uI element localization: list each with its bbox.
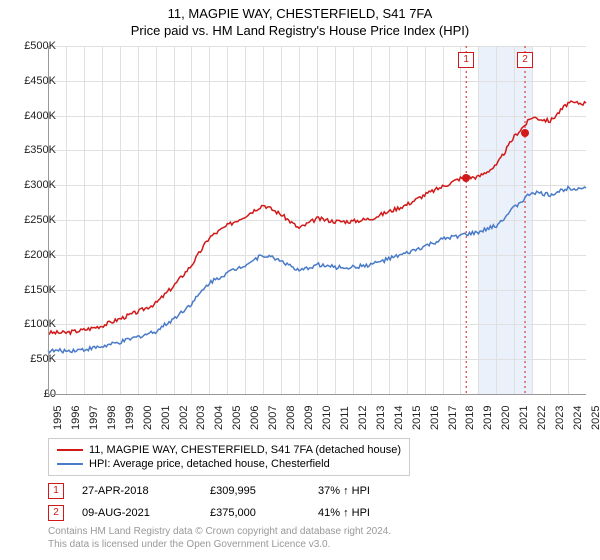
x-tick-label: 2021 — [518, 406, 530, 430]
sale-dot — [521, 129, 529, 137]
y-tick-label: £500K — [24, 40, 56, 52]
x-tick-label: 2013 — [375, 406, 387, 430]
sale-row: 2 09-AUG-2021 £375,000 41% ↑ HPI — [48, 502, 418, 524]
sale-row-marker: 1 — [48, 483, 64, 499]
x-tick-label: 1996 — [70, 406, 82, 430]
x-tick-label: 2003 — [195, 406, 207, 430]
x-tick-label: 2011 — [339, 406, 351, 430]
x-tick-label: 2005 — [231, 406, 243, 430]
footer-line2: This data is licensed under the Open Gov… — [48, 539, 391, 552]
x-tick-label: 2024 — [572, 406, 584, 430]
y-tick-label: £50K — [30, 353, 56, 365]
x-tick-label: 2015 — [411, 406, 423, 430]
y-axis-line — [48, 46, 49, 394]
x-tick-label: 2016 — [429, 406, 441, 430]
legend-swatch — [57, 463, 83, 465]
sale-marker-box: 2 — [517, 52, 533, 68]
x-tick-label: 2025 — [590, 406, 600, 430]
x-tick-label: 2000 — [142, 406, 154, 430]
x-tick-label: 2002 — [178, 406, 190, 430]
legend-item: HPI: Average price, detached house, Ches… — [57, 457, 401, 471]
x-tick-label: 2004 — [213, 406, 225, 430]
x-tick-label: 2023 — [554, 406, 566, 430]
sale-row-pct: 41% ↑ HPI — [318, 507, 418, 519]
x-tick-label: 2010 — [321, 406, 333, 430]
chart-title-line1: 11, MAGPIE WAY, CHESTERFIELD, S41 7FA — [0, 0, 600, 21]
x-tick-label: 1997 — [88, 406, 100, 430]
y-tick-label: £150K — [24, 284, 56, 296]
x-tick-label: 2007 — [267, 406, 279, 430]
sale-marker-box: 1 — [458, 52, 474, 68]
chart-legend: 11, MAGPIE WAY, CHESTERFIELD, S41 7FA (d… — [48, 438, 410, 476]
y-tick-label: £100K — [24, 318, 56, 330]
y-tick-label: £300K — [24, 179, 56, 191]
x-tick-label: 1999 — [124, 406, 136, 430]
chart-footer: Contains HM Land Registry data © Crown c… — [48, 526, 391, 551]
x-tick-label: 2008 — [285, 406, 297, 430]
x-tick-label: 2014 — [393, 406, 405, 430]
x-tick-label: 2018 — [464, 406, 476, 430]
x-tick-label: 2006 — [249, 406, 261, 430]
y-tick-label: £350K — [24, 144, 56, 156]
footer-line1: Contains HM Land Registry data © Crown c… — [48, 526, 391, 539]
x-tick-label: 2001 — [160, 406, 172, 430]
x-tick-label: 2019 — [482, 406, 494, 430]
chart-plot-area: 12 — [48, 46, 586, 394]
x-tick-label: 2012 — [357, 406, 369, 430]
legend-label: 11, MAGPIE WAY, CHESTERFIELD, S41 7FA (d… — [89, 444, 401, 456]
x-tick-label: 1998 — [106, 406, 118, 430]
x-tick-label: 2022 — [536, 406, 548, 430]
x-tick-label: 1995 — [52, 406, 64, 430]
sale-row-marker: 2 — [48, 505, 64, 521]
sale-row-date: 27-APR-2018 — [82, 485, 192, 497]
y-tick-label: £250K — [24, 214, 56, 226]
sale-row-price: £309,995 — [210, 485, 300, 497]
chart-svg — [48, 46, 586, 394]
sale-dot — [462, 174, 470, 182]
sale-row-price: £375,000 — [210, 507, 300, 519]
x-tick-label: 2009 — [303, 406, 315, 430]
x-tick-label: 2017 — [447, 406, 459, 430]
x-axis-line — [48, 394, 586, 395]
legend-item: 11, MAGPIE WAY, CHESTERFIELD, S41 7FA (d… — [57, 443, 401, 457]
x-tick-label: 2020 — [500, 406, 512, 430]
series-hpi — [48, 186, 586, 352]
y-tick-label: £400K — [24, 110, 56, 122]
sale-row: 1 27-APR-2018 £309,995 37% ↑ HPI — [48, 480, 418, 502]
sales-table: 1 27-APR-2018 £309,995 37% ↑ HPI 2 09-AUG-202… — [48, 480, 418, 524]
legend-label: HPI: Average price, detached house, Ches… — [89, 458, 330, 470]
y-tick-label: £200K — [24, 249, 56, 261]
sale-row-pct: 37% ↑ HPI — [318, 485, 418, 497]
chart-title-line2: Price paid vs. HM Land Registry's House … — [0, 21, 600, 38]
legend-swatch — [57, 449, 83, 451]
chart-container: 11, MAGPIE WAY, CHESTERFIELD, S41 7FA Pr… — [0, 0, 600, 560]
sale-row-date: 09-AUG-2021 — [82, 507, 192, 519]
y-tick-label: £450K — [24, 75, 56, 87]
